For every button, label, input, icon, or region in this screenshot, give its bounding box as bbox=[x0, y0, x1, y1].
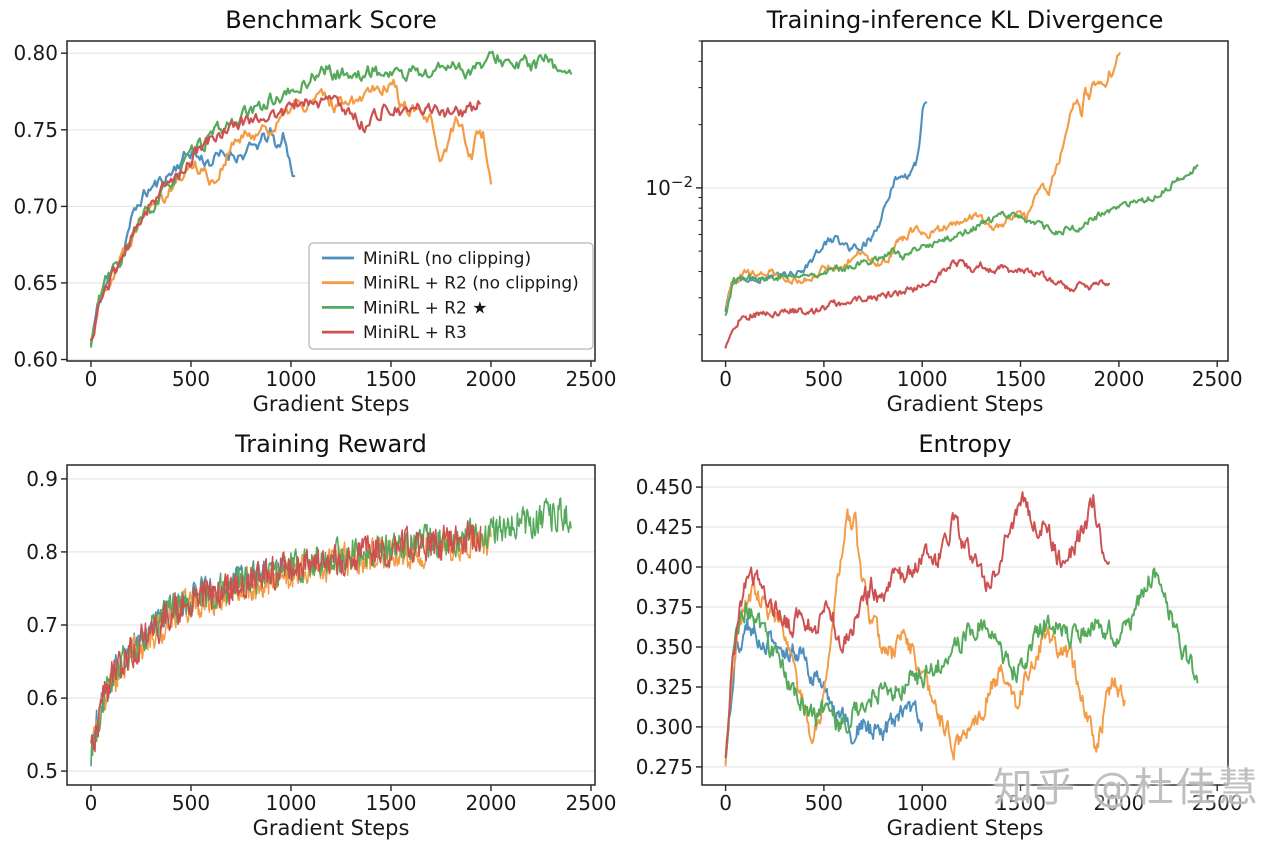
x-axis-label: Gradient Steps bbox=[253, 392, 410, 416]
x-axis-label: Gradient Steps bbox=[253, 816, 410, 840]
x-tick-label: 2000 bbox=[466, 367, 517, 391]
series-lines bbox=[724, 52, 1199, 349]
y-tick-label: 0.300 bbox=[636, 715, 693, 739]
axes-spines bbox=[701, 464, 1229, 786]
chart-benchmark-score: 0 500 1000 1500 2000 2500 0.60 0.65 0.70 0.75 0.80… bbox=[13, 6, 616, 416]
x-tick-label: 2500 bbox=[566, 791, 617, 815]
chart-training-reward: 0 500 1000 1500 2000 2500 0.5 0.6 0.7 0.8 0.9 Train… bbox=[26, 430, 616, 840]
y-tick-label: 0.325 bbox=[636, 675, 693, 699]
series-minirl-noclip bbox=[724, 101, 928, 313]
y-tick-label: 0.80 bbox=[13, 41, 58, 65]
series-minirl-r3 bbox=[89, 94, 481, 342]
chart-kl-divergence: 0 500 1000 1500 2000 2500 10−2 Training-inferen… bbox=[645, 6, 1242, 416]
axes-spines bbox=[701, 40, 1229, 362]
series-lines bbox=[89, 50, 573, 348]
x-tick-label: 1500 bbox=[366, 791, 417, 815]
x-tick-label: 2000 bbox=[1093, 791, 1144, 815]
x-tick-label: 1000 bbox=[266, 367, 317, 391]
y-tick-label: 0.9 bbox=[26, 467, 58, 491]
axes-spines bbox=[66, 40, 596, 362]
x-tick-label: 500 bbox=[172, 791, 210, 815]
x-tick-label: 1000 bbox=[266, 791, 317, 815]
legend: MiniRL (no clipping) MiniRL + R2 (no clip… bbox=[308, 242, 594, 350]
y-tick-label: 0.400 bbox=[636, 555, 693, 579]
x-tick-label: 0 bbox=[85, 367, 98, 391]
series-lines bbox=[90, 497, 572, 767]
series-minirl-r2-noclip bbox=[724, 52, 1121, 308]
series-minirl-r3 bbox=[724, 258, 1111, 349]
x-tick-label: 1500 bbox=[995, 367, 1046, 391]
x-tick-label: 2500 bbox=[1192, 367, 1243, 391]
chart-title: Benchmark Score bbox=[225, 6, 437, 34]
legend-label-minirl-r2-noclip: MiniRL + R2 (no clipping) bbox=[363, 274, 579, 294]
y-tick-label: 0.275 bbox=[636, 755, 693, 779]
chart-entropy: 0 500 1000 1500 2000 2500 0.275 0.300 0.325 0.350… bbox=[636, 430, 1243, 840]
y-tick-label: 0.60 bbox=[13, 348, 58, 372]
y-tick-label: 0.8 bbox=[26, 540, 58, 564]
x-axis-label: Gradient Steps bbox=[887, 816, 1044, 840]
chart-title: Training Reward bbox=[234, 430, 427, 458]
series-minirl-noclip bbox=[724, 617, 924, 765]
series-minirl-r2-star bbox=[90, 497, 572, 764]
x-tick-label: 500 bbox=[172, 367, 210, 391]
series-minirl-r3 bbox=[724, 491, 1110, 759]
y-tick-label: 10−2 bbox=[645, 173, 693, 200]
y-tick-label: 0.6 bbox=[26, 686, 58, 710]
y-tick-label: 0.75 bbox=[13, 118, 58, 142]
chart-title: Training-inference KL Divergence bbox=[766, 6, 1164, 34]
x-tick-label: 2500 bbox=[566, 367, 617, 391]
y-tick-label: 0.65 bbox=[13, 271, 58, 295]
x-tick-label: 0 bbox=[719, 791, 732, 815]
x-tick-label: 2500 bbox=[1192, 791, 1243, 815]
y-tick-label: 0.5 bbox=[26, 759, 58, 783]
y-tick-label: 0.450 bbox=[636, 475, 693, 499]
y-tick-label: 0.375 bbox=[636, 595, 693, 619]
x-tick-label: 0 bbox=[85, 791, 98, 815]
y-tick-label: 0.7 bbox=[26, 613, 58, 637]
series-minirl-r2-star bbox=[724, 164, 1199, 316]
x-tick-label: 500 bbox=[805, 367, 843, 391]
x-tick-label: 2000 bbox=[466, 791, 517, 815]
legend-label-minirl-r3: MiniRL + R3 bbox=[363, 323, 467, 343]
series-minirl-r3 bbox=[90, 520, 482, 753]
series-lines bbox=[724, 491, 1199, 767]
series-minirl-r2-star bbox=[724, 567, 1199, 759]
x-tick-label: 500 bbox=[805, 791, 843, 815]
y-tick-label: 0.70 bbox=[13, 194, 58, 218]
x-tick-label: 0 bbox=[719, 367, 732, 391]
chart-title: Entropy bbox=[918, 430, 1011, 458]
y-tick-label: 0.425 bbox=[636, 515, 693, 539]
x-tick-label: 1000 bbox=[897, 791, 948, 815]
legend-label-minirl-r2-star: MiniRL + R2 ★ bbox=[363, 298, 488, 318]
y-tick-label: 0.350 bbox=[636, 635, 693, 659]
x-tick-label: 1500 bbox=[366, 367, 417, 391]
legend-label-minirl-noclip: MiniRL (no clipping) bbox=[363, 249, 531, 269]
series-minirl-r2-star bbox=[89, 50, 573, 348]
x-tick-label: 1500 bbox=[995, 791, 1046, 815]
x-axis-label: Gradient Steps bbox=[887, 392, 1044, 416]
x-tick-label: 1000 bbox=[897, 367, 948, 391]
legend-box bbox=[308, 242, 594, 350]
x-tick-label: 2000 bbox=[1093, 367, 1144, 391]
